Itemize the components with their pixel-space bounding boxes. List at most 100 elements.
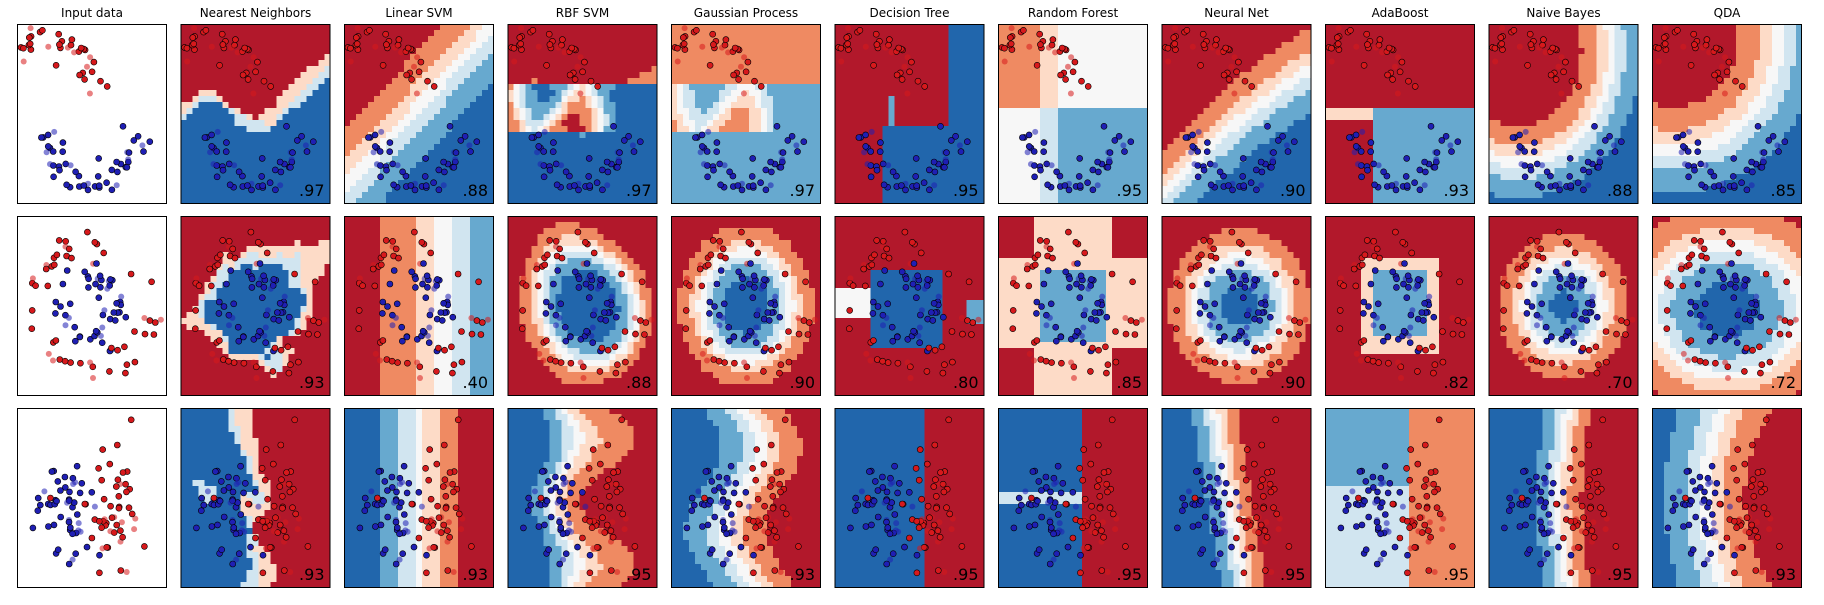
scatter-point [924, 502, 932, 510]
scatter-point [433, 460, 441, 468]
scatter-point [704, 173, 711, 181]
scatter-point [1388, 182, 1396, 189]
scatter-point [1035, 478, 1043, 485]
scatter-point [1465, 316, 1472, 323]
scatter-point [399, 168, 406, 176]
scatter-point [1774, 142, 1781, 149]
scatter-point [66, 300, 74, 308]
column-title: RBF SVM [556, 6, 609, 20]
scatter-point [428, 516, 435, 523]
scatter-point [1698, 267, 1706, 274]
scatter-point [886, 36, 893, 43]
scatter-point [1757, 369, 1764, 377]
scatter-point [76, 71, 83, 79]
panel: .88 [344, 24, 494, 204]
scatter-point [86, 90, 93, 97]
scatter-point [948, 328, 956, 335]
scatter-point [1069, 534, 1077, 542]
scatter-point [757, 83, 765, 90]
scatter-point [949, 358, 956, 366]
scatter-point [571, 76, 579, 83]
scatter-point [1433, 156, 1440, 163]
scatter-point [1189, 43, 1196, 50]
scatter-point [379, 298, 387, 306]
scatter-point [310, 138, 317, 145]
scatter-point [1367, 280, 1375, 288]
scatter-point [536, 350, 543, 357]
scatter-point [55, 30, 63, 38]
scatter-point [785, 358, 793, 366]
scatter-point [637, 138, 644, 145]
scatter-point [94, 173, 102, 180]
scatter-point [1403, 464, 1410, 472]
scatter-point [725, 337, 733, 345]
scatter-point [1533, 357, 1540, 365]
scatter-point [964, 317, 971, 324]
scatter-point [1236, 238, 1243, 246]
decision-surface [507, 216, 658, 396]
scatter-point [1019, 134, 1026, 141]
scatter-point [1515, 149, 1522, 156]
scatter-point [1664, 524, 1672, 532]
scatter-point [1766, 358, 1774, 366]
scatter-point [1360, 298, 1368, 306]
scatter-point [586, 518, 594, 525]
data-points [671, 25, 808, 194]
scatter-point [772, 519, 779, 526]
scatter-point [1204, 139, 1211, 146]
scatter-point [1418, 309, 1426, 316]
scatter-point [1095, 168, 1102, 176]
scatter-point [1560, 68, 1567, 76]
scatter-point [872, 546, 880, 553]
scatter-point [192, 307, 199, 314]
scatter-point [844, 40, 851, 48]
scatter-point [1612, 315, 1619, 321]
scatter-point [862, 131, 869, 139]
scatter-point [1370, 237, 1378, 245]
scatter-point [588, 524, 596, 531]
scatter-point [940, 313, 947, 321]
scatter-point [1028, 494, 1035, 502]
scatter-point [915, 524, 923, 531]
scatter-point [604, 346, 612, 354]
scatter-point [568, 44, 575, 52]
scatter-point [382, 30, 390, 38]
scatter-point [1748, 300, 1755, 307]
scatter-point [614, 361, 621, 368]
scatter-point [1188, 149, 1195, 156]
scatter-point [739, 275, 746, 283]
scatter-point [64, 499, 71, 506]
scatter-point [1582, 309, 1589, 316]
scatter-point [1031, 261, 1039, 269]
scatter-point [1623, 319, 1631, 326]
scatter-point [619, 510, 626, 518]
scatter-point [1268, 164, 1275, 171]
scatter-point [450, 361, 458, 368]
scatter-point [585, 464, 593, 472]
accuracy-score: .85 [1117, 373, 1142, 392]
scatter-point [1403, 182, 1411, 189]
scatter-point [52, 298, 60, 306]
scatter-point [555, 44, 562, 51]
scatter-point [47, 494, 54, 502]
scatter-point [943, 504, 950, 511]
scatter-point [898, 182, 905, 189]
scatter-point [1094, 483, 1101, 490]
scatter-point [1270, 504, 1277, 511]
scatter-point [1433, 504, 1441, 511]
scatter-point [1268, 569, 1275, 575]
scatter-point [707, 251, 715, 259]
scatter-point [108, 344, 115, 352]
scatter-point [779, 156, 786, 163]
scatter-point [729, 172, 737, 180]
scatter-point [96, 272, 104, 280]
scatter-point [1741, 368, 1748, 375]
scatter-point [1540, 36, 1547, 43]
scatter-point [749, 182, 757, 189]
scatter-point [1439, 526, 1446, 533]
scatter-point [210, 494, 218, 502]
scatter-point [1411, 179, 1418, 186]
scatter-point [1404, 518, 1411, 525]
scatter-point [384, 303, 391, 310]
scatter-point [1344, 501, 1352, 509]
